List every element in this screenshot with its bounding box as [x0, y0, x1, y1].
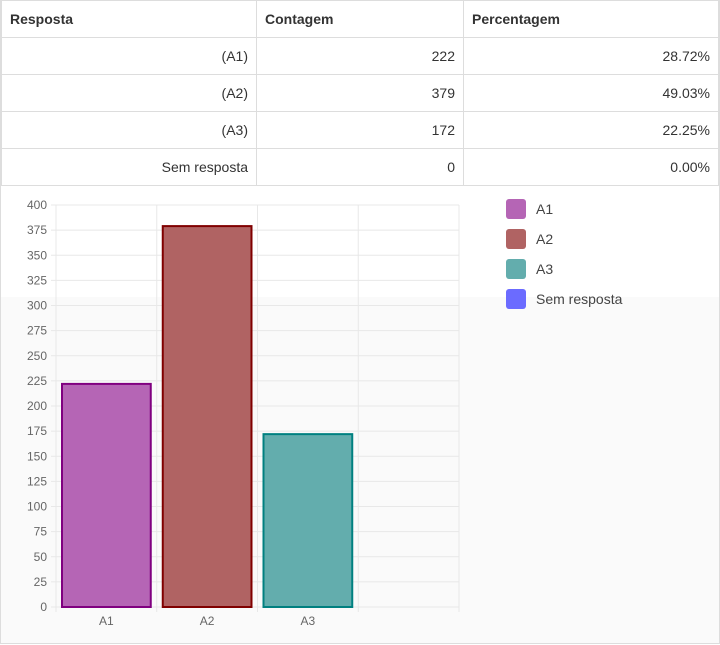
cell-count: 0 [256, 148, 464, 186]
bar-A1 [61, 382, 152, 608]
cell-percent: 28.72% [463, 37, 719, 75]
y-tick-label: 250 [27, 349, 47, 363]
chart-legend: A1 A2 A3 Sem resposta [506, 194, 622, 314]
legend-label: A1 [536, 201, 554, 217]
table-row: (A3) 172 22.25% [1, 111, 719, 149]
bar-A2 [161, 225, 253, 608]
table-row: (A2) 379 49.03% [1, 74, 719, 112]
cell-answer: Sem resposta [1, 148, 257, 186]
y-tick-label: 125 [27, 474, 47, 488]
legend-label: Sem resposta [536, 291, 623, 307]
header-contagem: Contagem [256, 0, 464, 38]
table-row: (A1) 222 28.72% [1, 37, 719, 75]
y-tick-label: 375 [27, 223, 47, 237]
table-header: Resposta Contagem Percentagem [1, 0, 719, 38]
legend-label: A2 [536, 231, 554, 247]
y-tick-label: 75 [34, 525, 48, 539]
legend-swatch [506, 199, 526, 219]
y-tick-label: 300 [27, 299, 47, 313]
header-percentagem: Percentagem [463, 0, 719, 38]
cell-percent: 0.00% [463, 148, 719, 186]
cell-answer: (A2) [1, 74, 257, 112]
x-tick-label: A1 [99, 614, 114, 628]
legend-item[interactable]: A3 [506, 254, 622, 284]
y-tick-label: 275 [27, 324, 47, 338]
y-tick-label: 175 [27, 424, 47, 438]
legend-item[interactable]: A2 [506, 224, 622, 254]
cell-answer: (A1) [1, 37, 257, 75]
legend-swatch [506, 229, 526, 249]
legend-item[interactable]: A1 [506, 194, 622, 224]
y-tick-label: 200 [27, 399, 47, 413]
y-tick-label: 350 [27, 248, 47, 262]
legend-swatch [506, 259, 526, 279]
legend-item[interactable]: Sem resposta [506, 284, 622, 314]
y-tick-label: 0 [40, 600, 47, 614]
legend-swatch [506, 289, 526, 309]
x-tick-label: A2 [200, 614, 215, 628]
y-tick-label: 50 [34, 550, 48, 564]
cell-percent: 49.03% [463, 74, 719, 112]
legend-label: A3 [536, 261, 554, 277]
cell-answer: (A3) [1, 111, 257, 149]
y-tick-label: 150 [27, 449, 47, 463]
cell-count: 222 [256, 37, 464, 75]
bar-chart: 0 25 50 75 100 125 150 175 200 225 250 275 300 325 350… [27, 198, 460, 628]
y-tick-label: 325 [27, 273, 47, 287]
y-tick-label: 225 [27, 374, 47, 388]
cell-count: 172 [256, 111, 464, 149]
y-tick-label: 400 [27, 198, 47, 212]
bar-A3 [262, 433, 354, 608]
y-tick-label: 100 [27, 500, 47, 514]
x-tick-label: A3 [301, 614, 316, 628]
y-tick-label: 25 [34, 575, 48, 589]
cell-percent: 22.25% [463, 111, 719, 149]
results-table: Resposta Contagem Percentagem (A1) 222 28.… [1, 0, 719, 186]
cell-count: 379 [256, 74, 464, 112]
table-row: Sem resposta 0 0.00% [1, 148, 719, 186]
header-resposta: Resposta [1, 0, 257, 38]
